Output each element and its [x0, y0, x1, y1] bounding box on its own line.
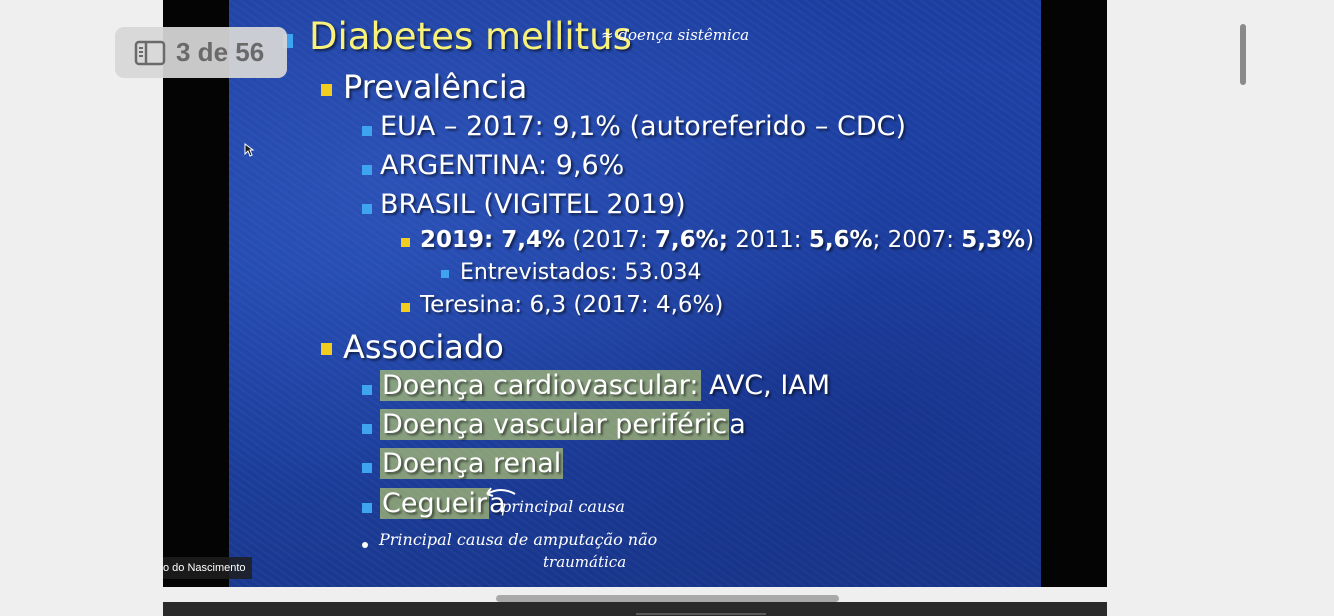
- highlight-cardio: Doença cardiovascular:: [380, 370, 701, 401]
- highlight-renal: Doença renal: [380, 448, 564, 479]
- value-2011: 5,6%: [808, 227, 873, 253]
- page-indicator-label: 3 de 56: [176, 37, 265, 67]
- handwritten-title-note: ≈ doença sistêmica: [601, 26, 750, 44]
- bullet-vascular: [362, 424, 372, 434]
- bullet-associado: [321, 343, 332, 355]
- title-bullet: [283, 34, 293, 48]
- item-teresina: Teresina: 6,3 (2017: 4,6%): [420, 292, 724, 318]
- bullet-cegueira: [362, 503, 372, 513]
- value-2017: 7,6%;: [654, 227, 728, 253]
- value-2007: 5,3%: [961, 227, 1026, 253]
- presentation-slide: Diabetes mellitus ≈ doença sistêmica Pre…: [229, 0, 1041, 587]
- bullet-brasil: [362, 204, 372, 214]
- bullet-2019: [401, 238, 410, 247]
- handwritten-arrow: [486, 487, 516, 497]
- heading-prevalencia: Prevalência: [343, 68, 528, 106]
- item-vascular: Doença vascular periférica: [380, 409, 746, 440]
- heading-associado: Associado: [343, 328, 504, 366]
- highlight-vascular: Doença vascular periféric: [380, 409, 730, 440]
- bullet-renal: [362, 463, 372, 473]
- bullet-prevalencia: [321, 84, 332, 96]
- sidebar-panel-icon: [134, 40, 166, 65]
- bullet-cardio: [362, 385, 372, 395]
- handwritten-note-line2: traumática: [543, 553, 627, 571]
- page-indicator[interactable]: 3 de 56: [115, 27, 287, 78]
- bottom-toolbar: [163, 602, 1107, 616]
- item-renal: Doença renal: [380, 448, 564, 479]
- value-2019: 2019: 7,4%: [420, 227, 566, 253]
- bullet-eua: [362, 126, 372, 136]
- handwritten-bullet: [362, 542, 368, 548]
- item-entrevistados: Entrevistados: 53.034: [460, 260, 702, 285]
- slide-title: Diabetes mellitus: [309, 15, 632, 58]
- handwritten-cause-note: principal causa: [501, 497, 625, 516]
- bullet-teresina: [401, 303, 410, 312]
- highlight-cegueira: Cegueir: [380, 488, 489, 519]
- item-argentina: ARGENTINA: 9,6%: [380, 150, 625, 181]
- slide-viewer: Diabetes mellitus ≈ doença sistêmica Pre…: [163, 0, 1107, 587]
- participant-name-label: o do Nascimento: [163, 557, 252, 579]
- mouse-cursor-icon: [244, 143, 254, 157]
- horizontal-scrollbar[interactable]: [496, 595, 839, 602]
- item-brasil: BRASIL (VIGITEL 2019): [380, 189, 686, 220]
- toolbar-divider: [636, 613, 766, 615]
- item-eua: EUA – 2017: 9,1% (autoreferido – CDC): [380, 111, 907, 142]
- bullet-argentina: [362, 165, 372, 175]
- bullet-entrevistados: [441, 270, 449, 278]
- vertical-scrollbar[interactable]: [1240, 24, 1246, 85]
- handwritten-note-line1: Principal causa de amputação não: [379, 530, 658, 549]
- item-cegueira: Cegueira: [380, 488, 506, 519]
- item-cardio: Doença cardiovascular: AVC, IAM: [380, 370, 831, 401]
- item-brasil-2019: 2019: 7,4% (2017: 7,6%; 2011: 5,6%; 2007…: [420, 227, 1035, 253]
